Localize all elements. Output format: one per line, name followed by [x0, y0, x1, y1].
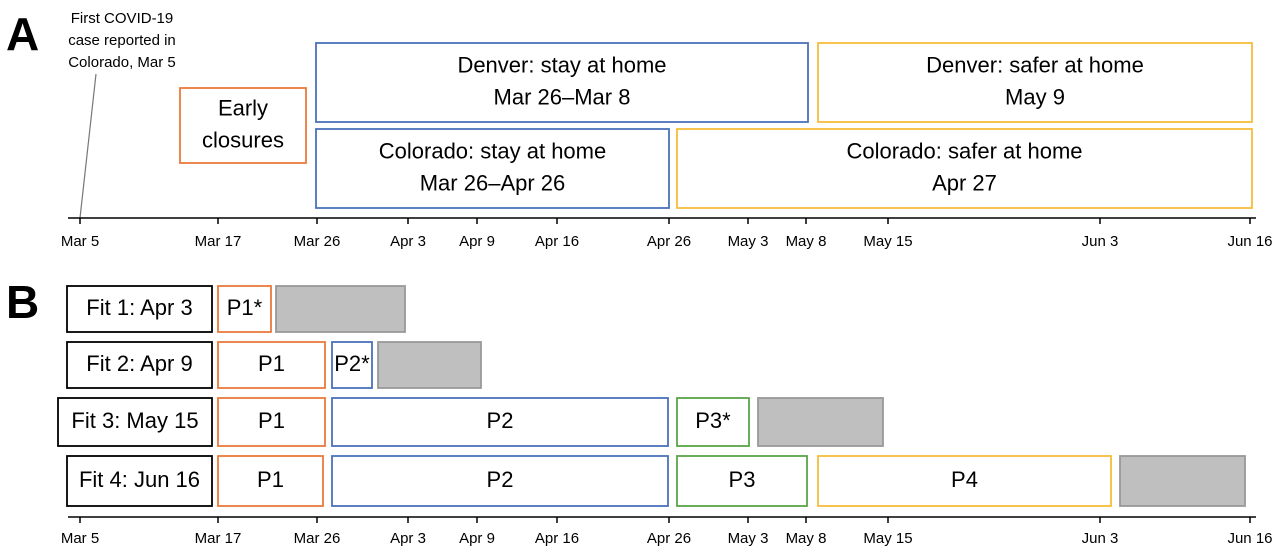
- policy-text: May 9: [1005, 84, 1065, 109]
- axis-tick-label: Mar 17: [195, 530, 242, 546]
- fit-label-box: [57, 397, 213, 447]
- policy-text: Denver: safer at home: [926, 52, 1144, 77]
- annotation-text: First COVID-19: [71, 10, 174, 27]
- period-label: P2: [487, 408, 514, 433]
- axis-tick-label: Apr 26: [647, 530, 691, 546]
- period-label: P4: [951, 467, 978, 492]
- period-box: [217, 285, 272, 333]
- axis-tick-label: Apr 16: [535, 530, 579, 546]
- fit-label-box: [66, 285, 213, 333]
- axis-tick-label: Jun 3: [1082, 530, 1119, 546]
- period-label: P1: [258, 408, 285, 433]
- axis-tick-label: Mar 5: [61, 530, 99, 546]
- fit-label: Fit 2: Apr 9: [86, 351, 192, 376]
- forecast-box: [757, 397, 884, 447]
- policy-text: Apr 27: [932, 170, 997, 195]
- period-box: [217, 455, 324, 507]
- period-label: P3*: [695, 408, 731, 433]
- period-label: P1*: [227, 295, 263, 320]
- policy-text: Mar 26–Apr 26: [420, 170, 566, 195]
- period-box: [217, 341, 326, 389]
- axis-tick-label: Jun 16: [1227, 530, 1272, 546]
- forecast-box: [1119, 455, 1246, 507]
- panel-label: B: [6, 276, 39, 328]
- period-label: P3: [729, 467, 756, 492]
- axis-tick-label: Mar 26: [294, 530, 341, 546]
- fit-label-box: [66, 341, 213, 389]
- axis-tick-label: Mar 5: [61, 233, 99, 250]
- axis-tick-label: May 3: [728, 530, 769, 546]
- period-box: [817, 455, 1112, 507]
- policy-box: [179, 87, 307, 164]
- period-label: P1: [257, 467, 284, 492]
- fit-label-box: [66, 455, 213, 507]
- period-box: [676, 397, 750, 447]
- axis-tick-label: Apr 26: [647, 233, 691, 250]
- annotation-text: case reported in: [68, 32, 176, 49]
- axis-tick-label: Apr 16: [535, 233, 579, 250]
- axis-tick-label: Apr 9: [459, 530, 495, 546]
- period-box: [217, 397, 326, 447]
- axis-tick-label: Apr 3: [390, 530, 426, 546]
- annotation-pointer: [79, 73, 97, 219]
- axis-tick-label: May 15: [863, 530, 912, 546]
- axis-tick-label: Apr 3: [390, 233, 426, 250]
- period-label: P1: [258, 351, 285, 376]
- policy-box: [315, 128, 670, 209]
- policy-text: closures: [202, 127, 284, 152]
- axis-tick-label: Jun 3: [1082, 233, 1119, 250]
- axis-tick-label: May 8: [786, 530, 827, 546]
- policy-box: [676, 128, 1253, 209]
- policy-box: [315, 42, 809, 123]
- axis-tick-label: Apr 9: [459, 233, 495, 250]
- axis-tick-label: May 8: [786, 233, 827, 250]
- forecast-box: [275, 285, 406, 333]
- policy-text: Mar 26–Mar 8: [494, 84, 631, 109]
- period-box: [676, 455, 808, 507]
- annotation-text: Colorado, Mar 5: [68, 54, 176, 71]
- fit-label: Fit 3: May 15: [71, 408, 198, 433]
- policy-text: Early: [218, 95, 268, 120]
- period-label: P2*: [334, 351, 370, 376]
- fit-label: Fit 1: Apr 3: [86, 295, 192, 320]
- axis-tick-label: May 3: [728, 233, 769, 250]
- policy-text: Colorado: stay at home: [379, 138, 606, 163]
- period-box: [331, 397, 669, 447]
- axis-tick-label: May 15: [863, 233, 912, 250]
- fit-label: Fit 4: Jun 16: [79, 467, 200, 492]
- axis-tick-label: Jun 16: [1227, 233, 1272, 250]
- axis-tick-label: Mar 17: [195, 233, 242, 250]
- period-label: P2: [487, 467, 514, 492]
- axis-tick-label: Mar 26: [294, 233, 341, 250]
- forecast-box: [377, 341, 482, 389]
- panel-label: A: [6, 8, 39, 60]
- policy-text: Denver: stay at home: [457, 52, 666, 77]
- policy-box: [817, 42, 1253, 123]
- period-box: [331, 455, 669, 507]
- policy-text: Colorado: safer at home: [846, 138, 1082, 163]
- period-box: [331, 341, 373, 389]
